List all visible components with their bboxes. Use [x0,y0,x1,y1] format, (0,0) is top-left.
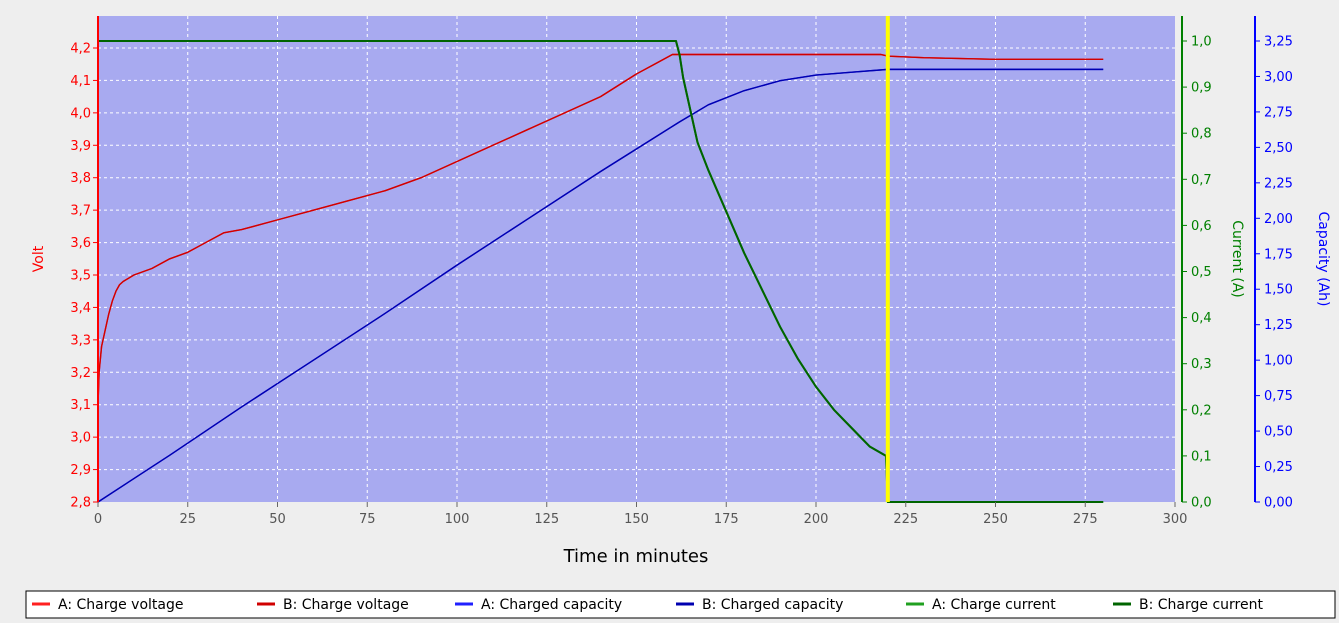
capacity-tick-label: 1,50 [1264,283,1293,298]
capacity-tick-label: 3,00 [1264,70,1293,85]
volt-tick-label: 3,4 [70,301,91,316]
volt-tick-label: 3,8 [70,171,91,186]
x-tick-label: 250 [983,512,1008,527]
x-tick-label: 225 [893,512,918,527]
legend-label: B: Charge current [1139,597,1263,613]
volt-tick-label: 3,2 [70,366,91,381]
capacity-tick-label: 0,75 [1264,389,1293,404]
current-tick-label: 0,6 [1191,219,1212,234]
current-axis-title: Current (A) [1229,220,1245,298]
series-line-3 [97,68,1104,503]
current-tick-label: 0,1 [1191,449,1212,464]
x-tick-label: 150 [624,512,649,527]
capacity-tick-label: 2,50 [1264,141,1293,156]
x-tick-label: 0 [94,512,102,527]
x-tick-label: 300 [1163,512,1188,527]
capacity-tick-label: 1,00 [1264,354,1293,369]
capacity-tick-label: 2,25 [1264,176,1293,191]
volt-tick-label: 3,6 [70,236,91,251]
legend: A: Charge voltage B: Charge voltage A: Cha… [32,597,1263,613]
capacity-tick-label: 3,25 [1264,35,1293,50]
current-tick-label: 0,9 [1191,81,1212,96]
x-tick-label: 175 [714,512,739,527]
current-tick-label: 0,4 [1191,311,1212,326]
volt-tick-label: 3,0 [70,431,91,446]
volt-axis-title: Volt [31,245,47,272]
capacity-tick-label: 0,25 [1264,460,1293,475]
current-tick-label: 0,7 [1191,173,1212,188]
series-line-1 [97,53,1104,405]
volt-tick-label: 3,7 [70,204,91,219]
x-tick-label: 50 [269,512,286,527]
x-tick-label: 75 [359,512,376,527]
volt-tick-label: 4,1 [70,74,91,89]
x-tick-label: 100 [445,512,470,527]
capacity-tick-label: 1,25 [1264,318,1293,333]
volt-tick-label: 3,3 [70,333,91,348]
grid [98,16,1175,502]
volt-tick-label: 4,0 [70,106,91,121]
legend-label: A: Charge voltage [58,597,184,613]
current-tick-label: 0,3 [1191,357,1212,372]
volt-tick-label: 3,1 [70,398,91,413]
volt-tick-label: 2,8 [70,496,91,511]
capacity-tick-label: 0,00 [1264,496,1293,511]
legend-label: A: Charged capacity [481,597,622,613]
x-tick-label: 275 [1073,512,1098,527]
current-tick-label: 1,0 [1191,35,1212,50]
capacity-tick-label: 2,75 [1264,105,1293,120]
volt-tick-label: 4,2 [70,42,91,57]
series-group [97,16,1104,503]
volt-tick-label: 3,9 [70,139,91,154]
legend-label: A: Charge current [932,597,1056,613]
capacity-axis-title: Capacity (Ah) [1315,211,1331,306]
capacity-tick-label: 0,50 [1264,425,1293,440]
x-tick-label: 25 [179,512,196,527]
capacity-tick-label: 1,75 [1264,247,1293,262]
volt-tick-label: 3,5 [70,269,91,284]
capacity-tick-label: 2,00 [1264,212,1293,227]
current-tick-label: 0,8 [1191,127,1212,142]
current-tick-label: 0,2 [1191,403,1212,418]
x-tick-label: 125 [534,512,559,527]
current-tick-label: 0,5 [1191,265,1212,280]
legend-label: B: Charged capacity [702,597,843,613]
x-axis-title: Time in minutes [563,546,709,567]
volt-tick-label: 2,9 [70,463,91,478]
current-tick-label: 0,0 [1191,496,1212,511]
axes-group: 0 25 50 75 100 125 150 175 200 225 250 275 300 2,8 2,9… [70,16,1293,527]
x-tick-label: 200 [804,512,829,527]
legend-label: B: Charge voltage [283,597,409,613]
